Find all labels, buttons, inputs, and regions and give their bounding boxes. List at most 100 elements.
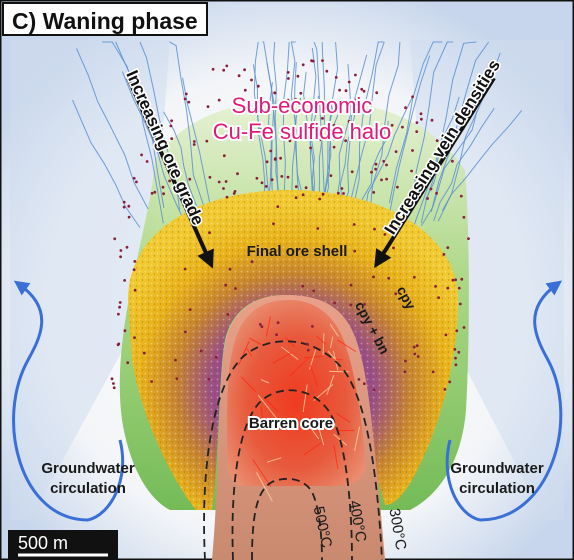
sulfide-dot	[127, 204, 131, 208]
core-vein-network	[238, 316, 361, 502]
vein-line	[303, 72, 316, 205]
sulfide-dot	[243, 105, 246, 108]
sulfide-dot	[394, 292, 398, 296]
sulfide-dot	[286, 175, 290, 179]
sulfide-dot	[338, 88, 341, 92]
sulfide-dot	[380, 178, 383, 182]
core-vein-line	[249, 337, 262, 345]
sulfide-dot	[142, 351, 146, 355]
sulfide-dot	[362, 89, 366, 93]
vein-line	[433, 107, 495, 222]
sulfide-dot	[410, 169, 413, 173]
sulfide-dot	[150, 191, 154, 195]
sulfide-dot	[444, 333, 448, 337]
sulfide-dot	[437, 296, 440, 299]
sulfide-dot	[462, 215, 466, 219]
sulfide-dot	[404, 359, 407, 363]
core-vein-line	[317, 425, 325, 446]
sulfide-dot	[442, 253, 446, 256]
sulfide-dot	[258, 323, 262, 326]
sulfide-dot	[211, 67, 215, 71]
sulfide-dot	[411, 95, 414, 99]
sulfide-dot	[374, 167, 377, 171]
core-vein-line	[303, 442, 322, 456]
sulfide-dot	[299, 91, 303, 95]
sulfide-dot	[226, 313, 230, 316]
sulfide-dot	[133, 336, 136, 339]
sulfide-dot	[250, 126, 253, 130]
sulfide-dot	[119, 249, 123, 252]
sulfide-dot	[250, 78, 253, 82]
core-vein-line	[326, 375, 335, 395]
vein-line	[360, 120, 389, 215]
ore-shell-label: Final ore shell	[247, 243, 348, 260]
vein-line	[345, 41, 385, 220]
sulfide-dot	[269, 149, 273, 153]
sulfide-dot	[168, 179, 172, 183]
core-vein-line	[246, 348, 253, 357]
sulfide-dot	[352, 223, 356, 226]
sulfide-dot	[430, 118, 434, 122]
vein-line	[420, 96, 460, 223]
sulfide-dot	[226, 125, 230, 128]
core-vein-line	[289, 357, 310, 377]
sulfide-dot	[140, 153, 144, 157]
core-vein-line	[238, 340, 250, 366]
halo-label-line2: Cu-Fe sulfide halo	[213, 119, 392, 144]
sulfide-dot	[301, 63, 305, 67]
core-vein-line	[309, 364, 319, 387]
sulfide-dot	[347, 120, 351, 123]
sulfide-dot	[273, 91, 277, 95]
sulfide-dot	[233, 190, 237, 193]
sulfide-dot	[256, 84, 260, 88]
sulfide-dot	[372, 275, 375, 279]
sulfide-dot	[325, 69, 329, 73]
sulfide-dot	[183, 97, 187, 101]
sulfide-dot	[352, 124, 355, 128]
sulfide-dot	[434, 285, 437, 288]
sulfide-dot	[332, 145, 336, 149]
core-vein-line	[322, 333, 325, 356]
vein-line	[430, 41, 490, 213]
sulfide-dot	[153, 190, 157, 194]
sulfide-dot	[255, 176, 259, 180]
panel-title: C) Waning phase	[2, 2, 208, 36]
sulfide-dot	[231, 126, 235, 130]
vein-line	[115, 41, 164, 224]
sulfide-dot	[311, 59, 315, 63]
vein-line	[163, 111, 203, 220]
sulfide-dot	[243, 68, 247, 72]
sulfide-dot	[250, 260, 254, 264]
sulfide-dot	[122, 200, 126, 204]
sulfide-dot	[208, 231, 211, 235]
vein-line	[364, 96, 413, 213]
sulfide-dot	[112, 382, 115, 385]
sulfide-dot	[383, 233, 387, 236]
sulfide-dot	[112, 386, 116, 390]
sulfide-dot	[403, 370, 407, 374]
vein-line	[273, 41, 279, 206]
core-vein-line	[260, 406, 264, 428]
sulfide-dot	[309, 146, 312, 150]
sulfide-dot	[205, 139, 209, 143]
sulfide-dot	[222, 187, 225, 190]
vein-line	[324, 106, 334, 204]
sulfide-dot	[370, 170, 373, 174]
sulfide-dot	[175, 377, 179, 380]
isotherm-300-line	[203, 340, 383, 560]
sulfide-dot	[413, 352, 417, 356]
sulfide-dot	[161, 185, 165, 189]
sulfide-dot	[184, 92, 188, 96]
vein-line	[267, 82, 273, 203]
sulfide-dot	[125, 245, 129, 249]
isotherm-500-line	[251, 477, 323, 560]
groundwater-left-arrow-tail	[87, 439, 125, 522]
sulfide-dot	[354, 73, 357, 77]
sulfide-dots	[110, 59, 470, 392]
sulfide-dot	[183, 267, 187, 271]
sulfide-dot	[174, 358, 177, 362]
sulfide-dot	[336, 191, 340, 195]
sulfide-dot	[457, 350, 461, 354]
sulfide-dot	[276, 205, 280, 209]
sulfide-dot	[188, 308, 192, 311]
